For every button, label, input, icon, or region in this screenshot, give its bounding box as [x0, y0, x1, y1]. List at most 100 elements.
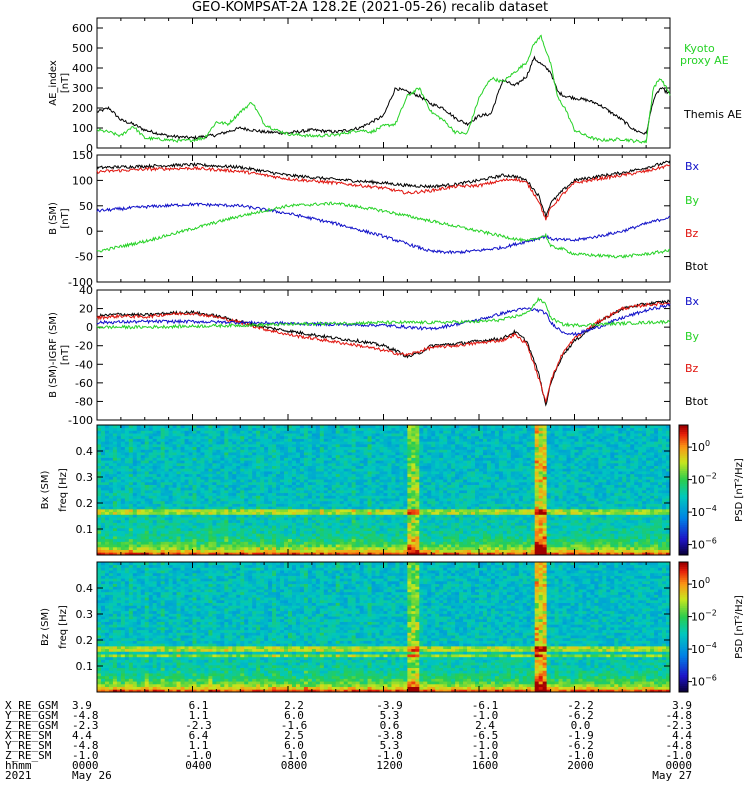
y-tick-label: 40 — [79, 284, 93, 297]
ephemeris-value: -1.0 — [72, 749, 99, 762]
ephemeris-value: -1.0 — [567, 749, 594, 762]
ephemeris-value: -3.9 — [376, 699, 403, 712]
legend-bz: Bz — [685, 362, 699, 375]
y-tick-label: 200 — [72, 102, 93, 115]
ephemeris-row-label: Z_RE_GSM — [5, 719, 58, 732]
y-axis-label: B (SM) — [48, 202, 59, 235]
ephemeris-value: 1200 — [376, 759, 403, 772]
y-tick-label: 100 — [72, 122, 93, 135]
ephemeris-value: May 26 — [72, 769, 112, 782]
colorbar-frame — [678, 424, 689, 556]
line-panel-3: -100 -80 -60 -40 -20 0 20 40 B (SM)-IGRF (SM) [nT… — [48, 284, 709, 427]
y-tick-label: 0.4 — [76, 582, 94, 595]
colorbar-tick-label: 10−6 — [691, 537, 717, 552]
panel-frame — [96, 289, 671, 421]
y-tick-label: 600 — [72, 22, 93, 35]
ephemeris-value: -2.3 — [185, 719, 212, 732]
ephemeris-value: -6.5 — [472, 729, 499, 742]
ephemeris-value: 6.1 — [189, 699, 209, 712]
y-tick-label: 0.3 — [76, 471, 94, 484]
ephemeris-value: 1600 — [472, 759, 499, 772]
y-tick-label: 0 — [86, 142, 93, 155]
y-tick-label: 20 — [79, 303, 93, 316]
y-tick-label: 0.4 — [76, 445, 94, 458]
ephemeris-value: -4.8 — [666, 709, 693, 722]
ephemeris-value: -4.8 — [72, 709, 99, 722]
y-tick-label: 150 — [72, 149, 93, 162]
legend-btot: Btot — [685, 260, 709, 273]
colorbar-frame — [678, 561, 689, 693]
legend-proxy-ae: proxy AE — [680, 54, 729, 67]
ephemeris-value: -1.0 — [281, 749, 308, 762]
y-tick-label: 300 — [72, 82, 93, 95]
ephemeris-value: 5.3 — [380, 739, 400, 752]
ephemeris-value: 4.4 — [672, 729, 692, 742]
ephemeris-row-label: Y_RE_GSM — [5, 709, 58, 722]
y-tick-label: -80 — [75, 395, 93, 408]
y-axis-label: AE_index — [48, 60, 59, 106]
ephemeris-value: -1.0 — [472, 709, 499, 722]
ephemeris-row-label: X_RE_GSM — [5, 699, 58, 712]
ephemeris-row-label: Y_RE_SM — [5, 739, 52, 752]
y-axis-unit: [nT] — [60, 345, 71, 365]
y-tick-label: 0.1 — [76, 660, 94, 673]
ephemeris-value: -1.6 — [281, 719, 308, 732]
series-line-bx — [96, 303, 671, 337]
ephemeris-value: -1.0 — [376, 749, 403, 762]
ephemeris-row-label: hhmm — [5, 759, 32, 772]
ephemeris-value: -2.3 — [666, 719, 693, 732]
line-panel-2: -100 -50 0 50 100 150 B (SM) [nT] Bx By Bz Btot — [48, 149, 709, 289]
y-axis-unit: freq [Hz] — [58, 605, 69, 649]
ephemeris-value: 2.4 — [475, 719, 495, 732]
legend-btot: Btot — [685, 395, 709, 408]
y-tick-label: 0 — [86, 225, 93, 238]
ephemeris-value: -1.0 — [472, 749, 499, 762]
legend-by: By — [685, 330, 700, 343]
y-tick-label: 0.2 — [76, 497, 94, 510]
ephemeris-value: 6.0 — [284, 709, 304, 722]
colorbar-tick-label: 10−4 — [691, 504, 717, 519]
colorbar-tick-label: 10−6 — [691, 674, 717, 689]
ephemeris-value: -6.1 — [472, 699, 499, 712]
series-line-kyoto-proxy-ae — [96, 34, 671, 144]
y-axis-label: B (SM)-IGRF (SM) — [48, 312, 59, 398]
ephemeris-value: 6.4 — [189, 729, 209, 742]
y-tick-label: 500 — [72, 42, 93, 55]
spectrogram-panel-bz: 0.1 0.2 0.3 0.4 Bz (SM) freq [Hz] 100 10−2 10−4 1… — [40, 561, 745, 693]
colorbar-label: PSD [nT²/Hz] — [734, 458, 745, 522]
y-tick-label: -100 — [68, 276, 93, 289]
series-line-btot — [96, 160, 671, 218]
ephemeris-value: 4.4 — [72, 729, 92, 742]
legend-bx: Bx — [685, 160, 700, 173]
y-tick-label: -60 — [75, 377, 93, 390]
ephemeris-value: 0400 — [185, 759, 212, 772]
series-line-themis-ae — [96, 55, 671, 141]
ephemeris-value: -2.3 — [72, 719, 99, 732]
colorbar-tick-label: 100 — [691, 576, 710, 591]
ephemeris-value: 3.9 — [672, 699, 692, 712]
ephemeris-value: May 27 — [652, 769, 692, 782]
y-axis-unit: [nT] — [60, 73, 71, 93]
ephemeris-value: -4.8 — [72, 739, 99, 752]
ephemeris-value: -1.0 — [666, 749, 693, 762]
legend-bx: Bx — [685, 295, 700, 308]
colorbar-label: PSD [nT²/Hz] — [734, 595, 745, 659]
ephemeris-value: -6.2 — [567, 739, 594, 752]
y-tick-label: 400 — [72, 62, 93, 75]
legend-kyoto: Kyoto — [684, 42, 715, 55]
ephemeris-value: 1.1 — [189, 739, 209, 752]
y-axis-unit: freq [Hz] — [58, 468, 69, 512]
y-tick-label: -20 — [75, 340, 93, 353]
y-tick-label: -40 — [75, 358, 93, 371]
legend-themis-ae: Themis AE — [683, 108, 742, 121]
ephemeris-value: 0.6 — [380, 719, 400, 732]
ephemeris-value: -3.8 — [376, 729, 403, 742]
panel-frame — [96, 17, 671, 149]
y-tick-label: 50 — [79, 200, 93, 213]
ephemeris-value: 2000 — [567, 759, 594, 772]
y-axis-label: Bz (SM) — [40, 608, 51, 646]
y-axis-unit: [nT] — [60, 208, 71, 228]
ephemeris-value: 0000 — [666, 759, 693, 772]
